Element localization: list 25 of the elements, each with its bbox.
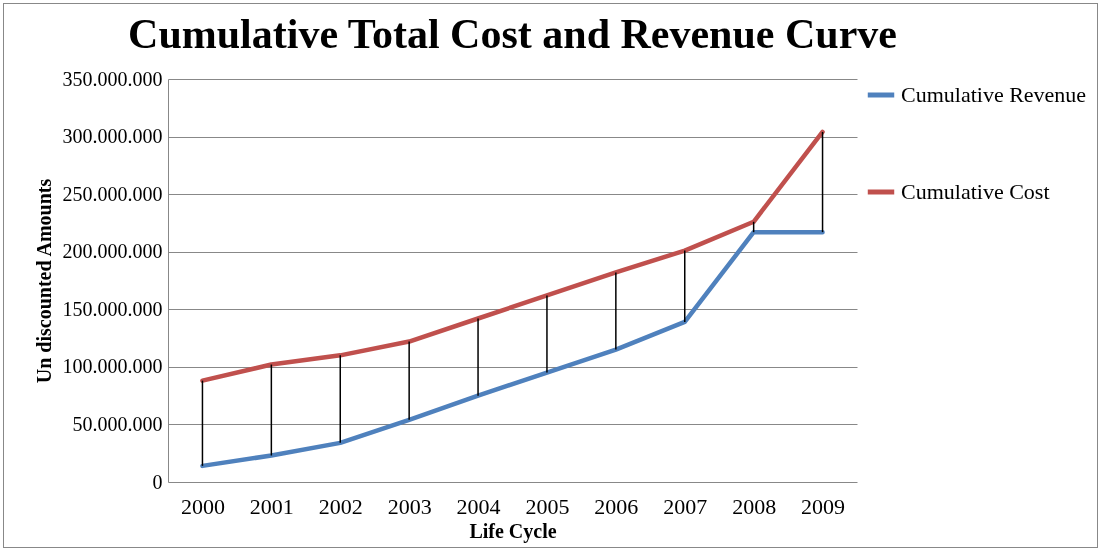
x-tick-label: 2004 (456, 493, 501, 519)
line-series (200, 229, 825, 469)
x-axis-title: Life Cycle (469, 519, 557, 543)
y-tick-label: 50.000.000 (72, 412, 163, 435)
legend-label: Cumulative Revenue (901, 82, 1087, 107)
y-axis-title: Un discounted Amounts (32, 178, 55, 384)
x-tick-label: 2000 (180, 493, 225, 519)
x-tick-label: 2003 (387, 493, 432, 519)
y-tick-label: 250.000.000 (62, 182, 163, 205)
y-tick-label: 0 (152, 470, 163, 493)
x-tick-label: 2006 (594, 493, 639, 519)
chart-title: Cumulative Total Cost and Revenue Curve (128, 11, 897, 57)
y-tick-label: 150.000.000 (62, 297, 163, 320)
legend-label: Cumulative Cost (901, 179, 1050, 204)
y-tick-label: 300.000.000 (62, 125, 163, 148)
line-series (200, 129, 825, 383)
x-tick-label: 2001 (249, 493, 294, 519)
y-tick-label: 200.000.000 (62, 240, 163, 263)
x-tick-label: 2002 (318, 493, 363, 519)
y-tick-label: 350.000.000 (62, 67, 163, 90)
y-tick-label: 100.000.000 (62, 355, 163, 378)
x-tick-label: 2008 (732, 493, 777, 519)
x-tick-label: 2005 (525, 493, 570, 519)
x-tick-label: 2007 (663, 493, 708, 519)
x-tick-label: 2009 (801, 493, 846, 519)
